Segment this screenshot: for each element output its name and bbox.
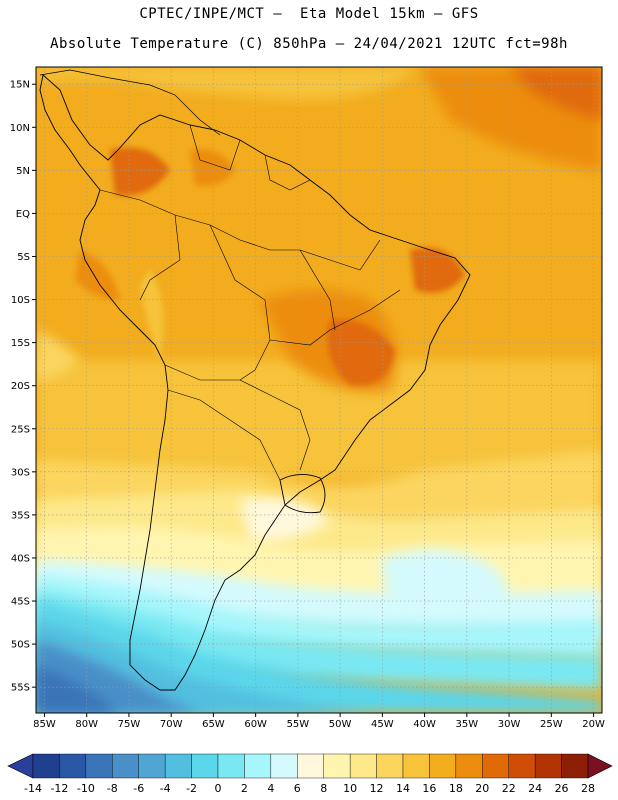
- colorbar-swatch: [482, 753, 509, 779]
- lat-tick-label: 45S: [11, 597, 30, 608]
- colorbar-label: -8: [107, 782, 118, 795]
- colorbar-label: 22: [502, 782, 516, 795]
- lat-tick-label: 5N: [16, 166, 30, 177]
- colorbar-label: -4: [160, 782, 171, 795]
- lon-tick-label: 35W: [456, 719, 479, 730]
- country-borders: [99, 124, 401, 481]
- colorbar-swatch: [297, 753, 324, 779]
- lat-tick-label: 5S: [17, 252, 30, 263]
- coastlines: [39, 69, 471, 691]
- map-frame: [35, 66, 603, 714]
- lat-tick-label: 15S: [11, 338, 30, 349]
- colorbar: -14 -12 -10 -8 -6 -4 -2 0 2 4 6 8 10 12 14 16 18 20 22 24 26…: [7, 753, 613, 795]
- colorbar-swatch: [59, 753, 87, 779]
- colorbar-label: 12: [370, 782, 384, 795]
- lat-tick-label: 25S: [11, 424, 30, 435]
- map-title-line-1: CPTEC/INPE/MCT – Eta Model 15km – GFS: [139, 6, 479, 22]
- lon-tick-label: 80W: [75, 719, 98, 730]
- colorbar-swatch: [164, 753, 192, 779]
- colorbar-swatch: [429, 753, 457, 779]
- lat-tick-label: 10S: [11, 295, 30, 306]
- lat-tick-label: 50S: [11, 640, 30, 651]
- colorbar-swatch: [270, 753, 298, 779]
- colorbar-label: 2: [241, 782, 248, 795]
- temperature-field: [36, 67, 602, 713]
- lon-tick-label: 30W: [498, 719, 521, 730]
- colorbar-label: 20: [475, 782, 489, 795]
- colorbar-swatch: [561, 753, 589, 779]
- lon-tick-label: 75W: [118, 719, 141, 730]
- colorbar-swatch: [32, 753, 60, 779]
- lon-tick-label: 40W: [413, 719, 436, 730]
- colorbar-label: 24: [528, 782, 542, 795]
- lat-tick-label: 20S: [11, 381, 30, 392]
- colorbar-low-arrow: [7, 753, 34, 779]
- lat-tick-label: EQ: [16, 209, 30, 220]
- latitude-axis: 15N 10N 5N EQ 5S 10S 15S 20S 25S 30S 35S 40S 45S 50S 5…: [10, 80, 36, 694]
- longitude-axis: 85W 80W 75W 70W 65W 60W 55W 50W 45W 40W 35W 30W 25W 2…: [33, 713, 605, 730]
- colorbar-swatch: [376, 753, 404, 779]
- colorbar-label: 28: [581, 782, 595, 795]
- colorbar-swatch: [323, 753, 351, 779]
- lat-tick-label: 35S: [11, 510, 30, 521]
- colorbar-label: 0: [215, 782, 222, 795]
- colorbar-label: 6: [294, 782, 301, 795]
- colorbar-label: -10: [77, 782, 95, 795]
- lat-tick-label: 55S: [11, 683, 30, 694]
- colorbar-label: -14: [24, 782, 42, 795]
- colorbar-swatch: [508, 753, 536, 779]
- colorbar-label: 10: [343, 782, 357, 795]
- colorbar-swatch: [349, 753, 377, 779]
- colorbar-label: -2: [186, 782, 197, 795]
- colorbar-label: 8: [320, 782, 327, 795]
- lon-tick-label: 20W: [582, 719, 605, 730]
- colorbar-label: -6: [133, 782, 144, 795]
- colorbar-label: -12: [50, 782, 68, 795]
- colorbar-swatch: [138, 753, 166, 779]
- lon-tick-label: 45W: [371, 719, 394, 730]
- lon-tick-label: 65W: [202, 719, 225, 730]
- lat-tick-label: 40S: [11, 553, 30, 564]
- lon-tick-label: 60W: [244, 719, 267, 730]
- lat-tick-label: 10N: [10, 123, 30, 134]
- colorbar-label: 16: [422, 782, 436, 795]
- colorbar-swatch: [402, 753, 430, 779]
- colorbar-swatch: [112, 753, 139, 779]
- lat-tick-label: 30S: [11, 467, 30, 478]
- lon-tick-label: 85W: [33, 719, 56, 730]
- colorbar-high-arrow: [587, 753, 613, 779]
- colorbar-label: 4: [267, 782, 274, 795]
- map-title-line-2: Absolute Temperature (C) 850hPa – 24/04/…: [50, 36, 568, 52]
- lon-tick-label: 25W: [540, 719, 563, 730]
- colorbar-swatch: [191, 753, 219, 779]
- colorbar-swatch: [85, 753, 113, 779]
- colorbar-label: 14: [396, 782, 410, 795]
- lon-tick-label: 50W: [329, 719, 352, 730]
- lon-tick-label: 70W: [160, 719, 183, 730]
- lon-tick-label: 55W: [287, 719, 310, 730]
- colorbar-swatch: [244, 753, 272, 779]
- colorbar-label: 26: [555, 782, 569, 795]
- lat-tick-label: 15N: [10, 80, 30, 91]
- colorbar-swatch: [455, 753, 483, 779]
- colorbar-swatch: [534, 753, 562, 779]
- colorbar-swatch: [217, 753, 245, 779]
- colorbar-label: 18: [449, 782, 463, 795]
